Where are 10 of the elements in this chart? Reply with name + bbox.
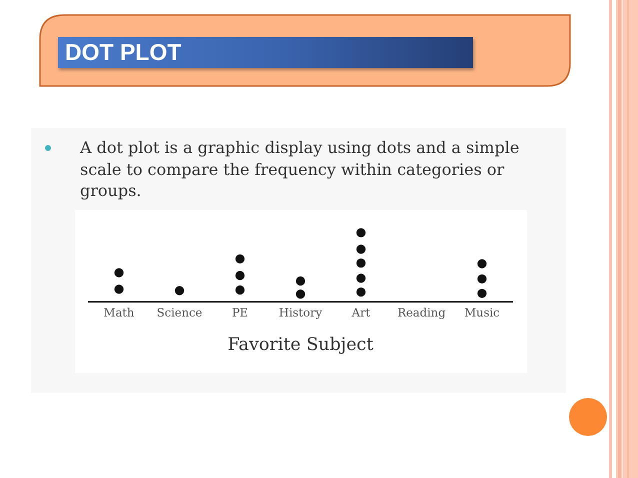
chart-subtitle: A dot plot is a graphic display using dots and a simple scale to compare the frequency within categories or groups.	[80, 137, 520, 202]
x-tick-label: History	[278, 306, 323, 320]
x-tick-label: Science	[156, 306, 202, 320]
x-tick-label: Math	[104, 306, 135, 320]
x-axis-title: Favorite Subject	[228, 335, 374, 356]
chart-title: DOT PLOT	[65, 38, 182, 67]
x-tick-label: Reading	[397, 306, 446, 320]
x-tick-label: PE	[232, 306, 248, 320]
x-tick-label: Art	[350, 306, 371, 320]
x-tick-label: Music	[464, 306, 500, 320]
